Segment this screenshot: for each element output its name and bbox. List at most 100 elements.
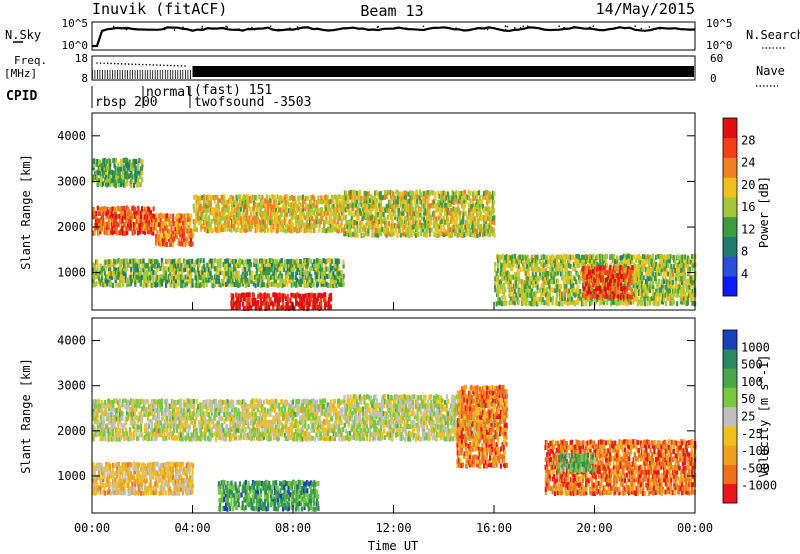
freq-point	[142, 63, 144, 66]
freq-point	[184, 65, 186, 67]
heatmap-cell	[507, 258, 510, 264]
heatmap-cell	[123, 263, 126, 269]
heatmap-cell	[598, 273, 601, 279]
heatmap-cell	[186, 220, 189, 226]
heatmap-cell	[428, 216, 431, 222]
heatmap-cell	[156, 275, 159, 281]
heatmap-cell	[142, 275, 146, 281]
heatmap-cell	[141, 229, 144, 234]
heatmap-cell	[318, 278, 321, 284]
heatmap-cell	[473, 227, 476, 233]
heatmap-cell	[582, 266, 585, 271]
heatmap-cell	[139, 166, 142, 172]
heatmap-cell	[286, 263, 289, 268]
heatmap-cell	[189, 220, 192, 226]
heatmap-cell	[611, 269, 614, 275]
heatmap-cell	[647, 271, 650, 277]
heatmap-cell	[245, 300, 248, 306]
heatmap-cell	[461, 199, 465, 205]
heatmap-cell	[127, 211, 130, 217]
heatmap-cell	[469, 231, 472, 237]
nsearch-point	[452, 27, 455, 30]
nave-bar	[97, 70, 98, 79]
heatmap-cell	[158, 278, 161, 284]
heatmap-cell	[405, 208, 408, 214]
heatmap-cell	[268, 215, 271, 221]
heatmap-cell	[456, 216, 459, 222]
heatmap-cell	[324, 211, 327, 217]
heatmap-cell	[131, 258, 134, 264]
heatmap-cell	[166, 259, 169, 265]
heatmap-cell	[639, 274, 642, 280]
nave-bar	[114, 70, 116, 79]
heatmap-cell	[672, 267, 676, 273]
heatmap-cell	[112, 403, 115, 409]
freq-tick-bottom: 8	[81, 72, 88, 85]
heatmap-cell	[169, 263, 172, 269]
heatmap-cell	[159, 228, 162, 234]
heatmap-cell	[262, 275, 265, 281]
heatmap-cell	[427, 194, 430, 200]
heatmap-cell	[587, 278, 591, 284]
heatmap-cell	[586, 290, 589, 296]
heatmap-cell	[204, 202, 207, 208]
heatmap-cell	[201, 273, 204, 279]
heatmap-cell	[104, 278, 107, 284]
heatmap-cell	[184, 217, 187, 223]
heatmap-cell	[611, 299, 614, 305]
heatmap-cell	[337, 266, 340, 272]
heatmap-cell	[109, 279, 112, 285]
heatmap-cell	[315, 258, 318, 263]
heatmap-cell	[262, 282, 265, 288]
heatmap-cell	[172, 278, 175, 284]
heatmap-cell	[135, 218, 138, 224]
nave-bar	[137, 70, 138, 79]
heatmap-cell	[270, 211, 273, 217]
heatmap-cell	[336, 207, 339, 213]
heatmap-cell	[244, 212, 247, 218]
heatmap-cell	[530, 261, 533, 267]
heatmap-cell	[500, 271, 503, 277]
heatmap-cell	[563, 299, 566, 305]
heatmap-cell	[370, 216, 373, 222]
heatmap-cell	[275, 199, 278, 205]
cpid-segment-twofsound: twofsound -3503	[194, 95, 311, 110]
heatmap-cell	[691, 288, 694, 294]
heatmap-cell	[230, 300, 233, 306]
heatmap-cell	[557, 254, 560, 260]
heatmap-cell	[259, 203, 262, 209]
heatmap-cell	[475, 203, 479, 209]
heatmap-cell	[682, 288, 685, 294]
heatmap-cell	[493, 232, 496, 238]
heatmap-cell	[240, 292, 243, 298]
heatmap-cell	[643, 263, 646, 269]
heatmap-cell	[310, 273, 313, 279]
heatmap-cell	[222, 223, 225, 228]
heatmap-cell	[311, 262, 314, 268]
heatmap-cell	[395, 199, 398, 205]
heatmap-cell	[349, 223, 352, 229]
heatmap-cell	[142, 258, 145, 264]
heatmap-cell	[208, 219, 211, 225]
heatmap-cell	[424, 207, 427, 212]
heatmap-cell	[285, 270, 288, 276]
heatmap-cell	[424, 203, 427, 209]
heatmap-cell	[255, 258, 258, 264]
heatmap-cell	[352, 231, 355, 237]
heatmap-cell	[234, 215, 237, 221]
heatmap-cell	[490, 228, 493, 234]
heatmap-cell	[101, 411, 104, 417]
heatmap-cell	[213, 207, 216, 213]
heatmap-cell	[202, 278, 205, 284]
heatmap-cell	[129, 173, 132, 179]
heatmap-cell	[125, 205, 128, 211]
heatmap-cell	[689, 275, 692, 281]
heatmap-cell	[423, 191, 426, 197]
heatmap-cell	[108, 169, 111, 175]
heatmap-cell	[548, 288, 551, 294]
heatmap-cell	[349, 227, 352, 233]
heatmap-cell	[656, 282, 659, 288]
heatmap-cell	[368, 203, 371, 209]
heatmap-cell	[132, 162, 135, 168]
heatmap-cell	[407, 210, 410, 216]
